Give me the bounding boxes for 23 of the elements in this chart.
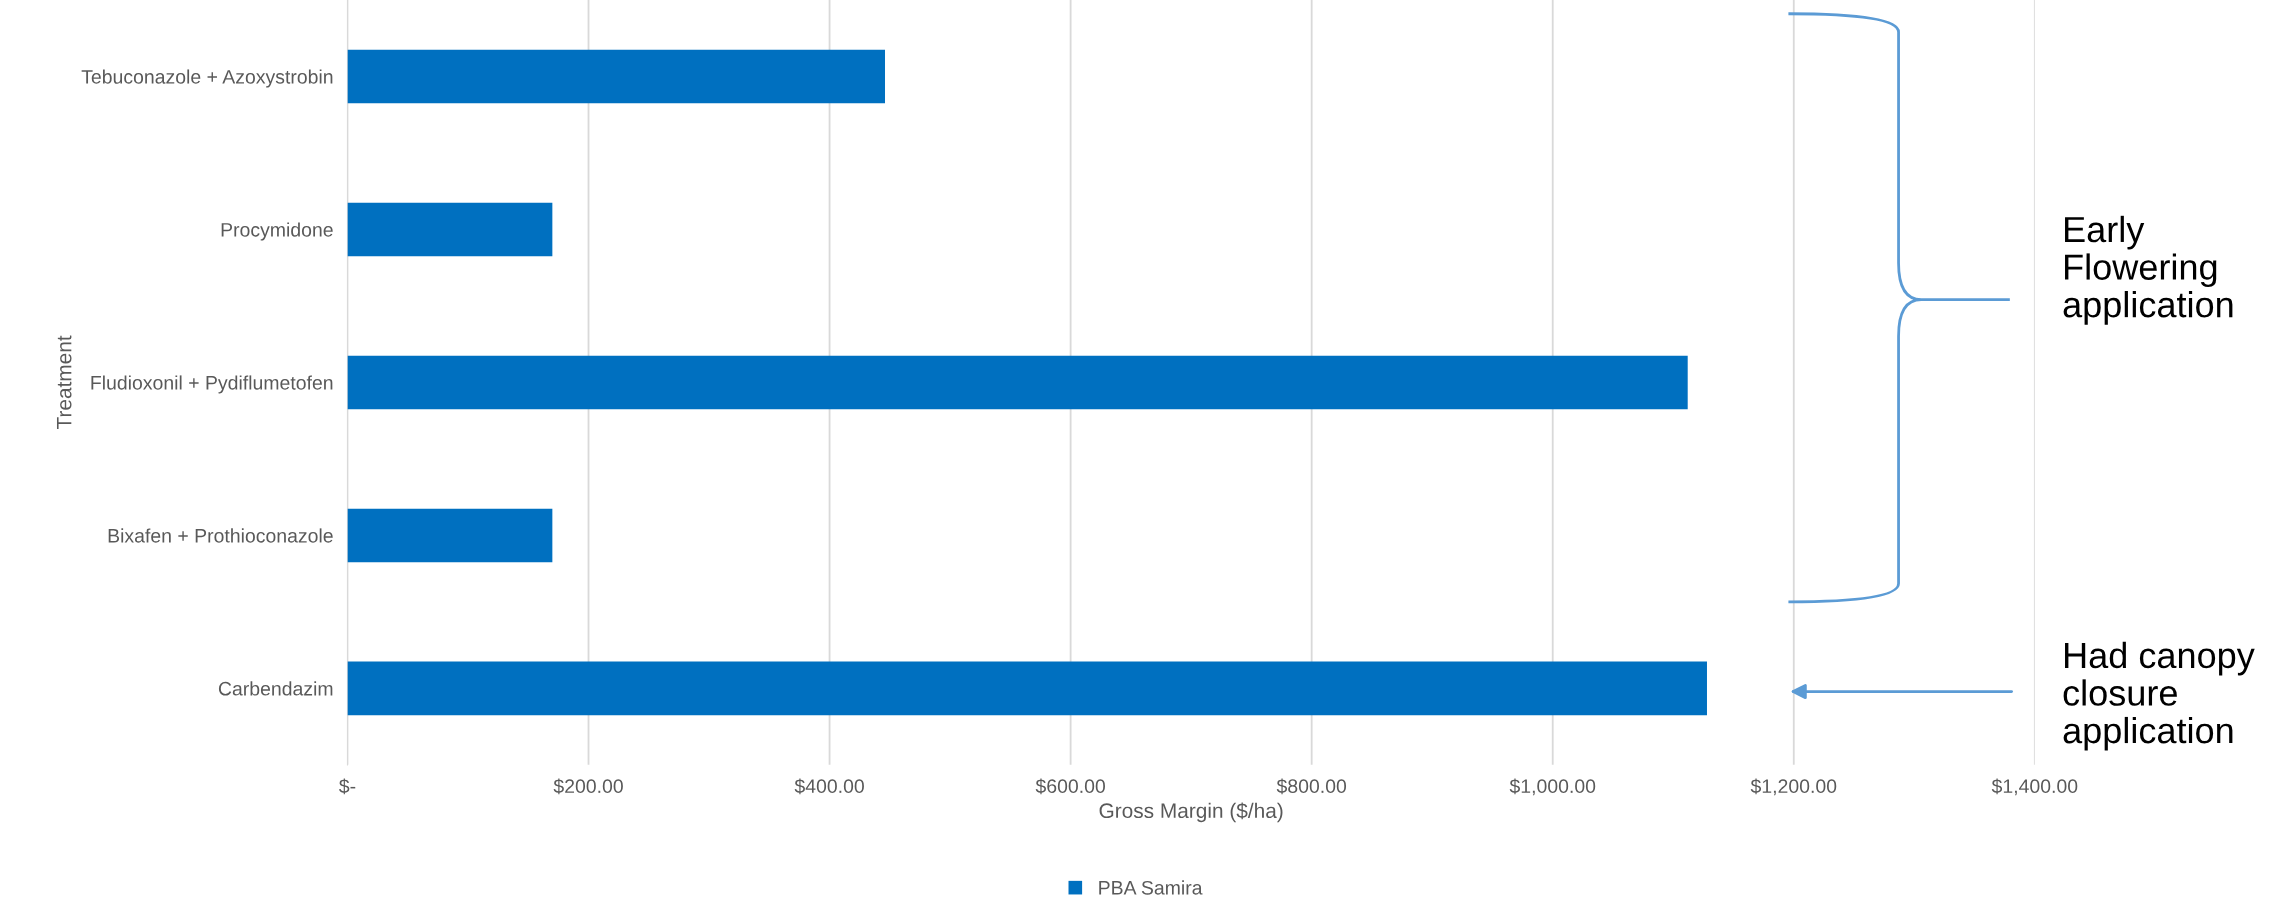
y-axis-title: Treatment bbox=[56, 335, 72, 430]
x-axis-title: Gross Margin ($/ha) bbox=[1099, 802, 1283, 823]
y-tick-label: Fludioxonil + Pydiflumetofen bbox=[91, 375, 333, 394]
x-tick-label: $1,400.00 bbox=[1991, 778, 2078, 796]
bar bbox=[347, 202, 553, 257]
bar bbox=[347, 49, 886, 104]
y-tick-label: Bixafen + Prothioconazole bbox=[108, 528, 333, 543]
legend-label: PBA Samira bbox=[1099, 880, 1203, 895]
x-tick-label: $1,200.00 bbox=[1750, 778, 1837, 796]
text: Had canopy closure application bbox=[2063, 641, 2255, 751]
y-tick-label: Carbendazim bbox=[218, 681, 333, 696]
x-tick-label: $- bbox=[339, 778, 356, 795]
x-tick-label: $600.00 bbox=[1035, 778, 1105, 795]
bar bbox=[347, 661, 1707, 716]
text: Early Flowering application bbox=[2063, 215, 2233, 325]
y-tick-label: Procymidone bbox=[221, 222, 333, 241]
bar bbox=[347, 508, 553, 563]
x-tick-label: $200.00 bbox=[553, 778, 623, 795]
x-tick-label: $1,000.00 bbox=[1509, 778, 1596, 796]
y-tick-label: Tebuconazole + Azoxystrobin bbox=[81, 69, 333, 88]
x-tick-label: $800.00 bbox=[1276, 778, 1347, 795]
bar bbox=[347, 355, 1688, 410]
x-tick-label: $400.00 bbox=[794, 778, 864, 795]
